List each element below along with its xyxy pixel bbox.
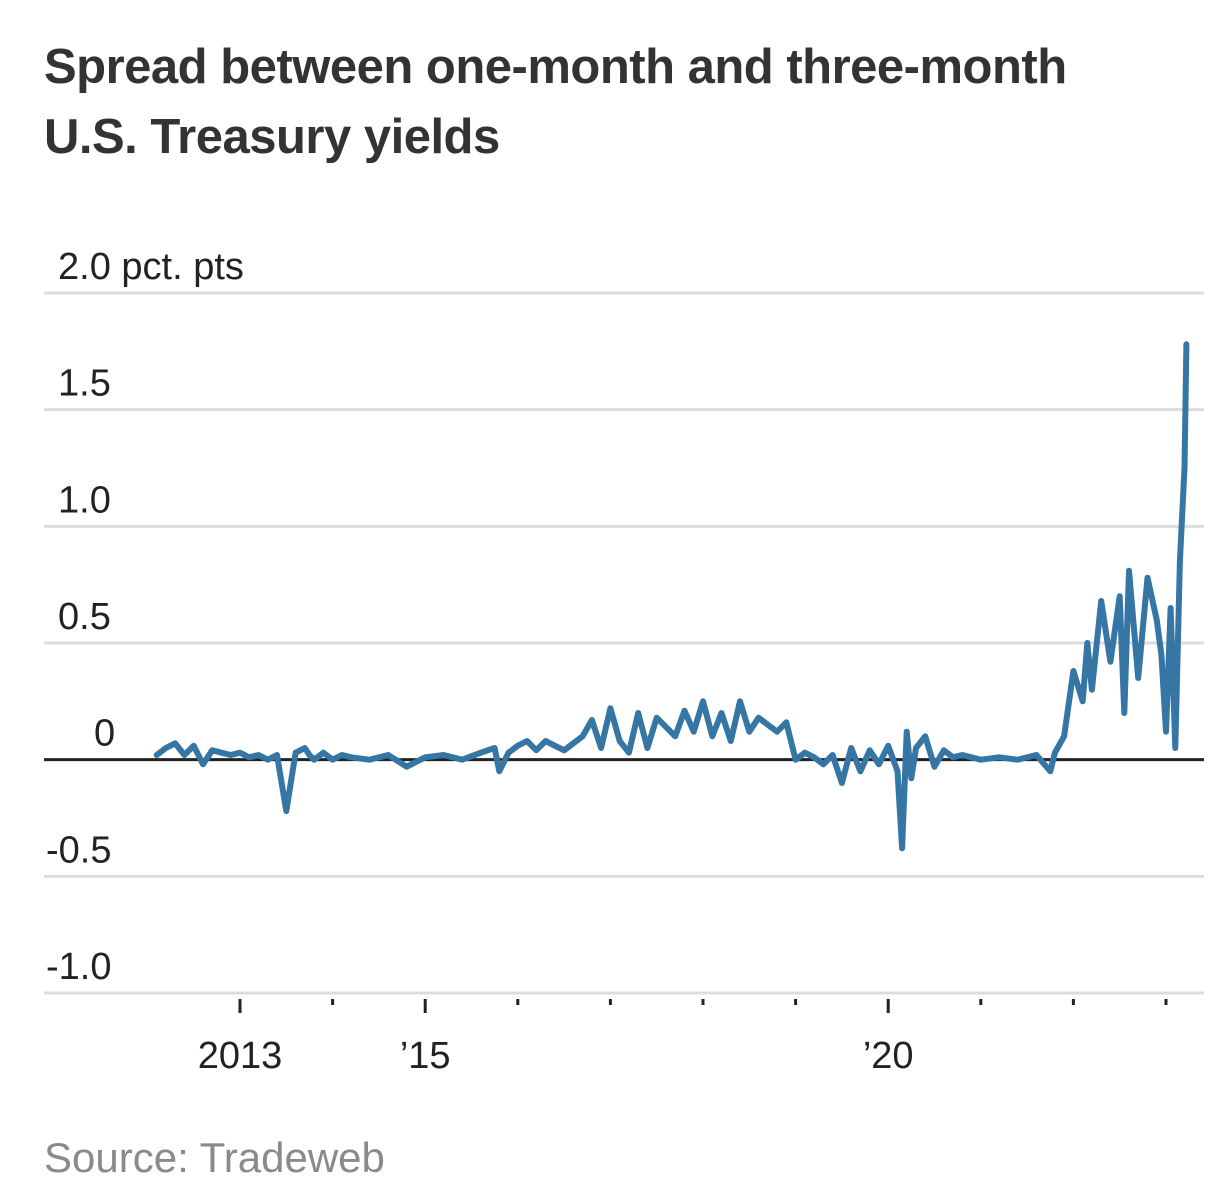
y-tick-label: 0 xyxy=(94,713,115,755)
series-layer xyxy=(153,341,1190,852)
chart-title: Spread between one-month and three-month… xyxy=(44,40,1067,164)
x-tick-label: ’20 xyxy=(863,1035,914,1077)
y-tick-label: 2.0 pct. pts xyxy=(58,246,244,288)
source-note: Source: Tradeweb xyxy=(44,1134,385,1181)
gridlines xyxy=(44,291,1204,995)
y-axis-labels: 2.0 pct. pts 1.5 1.0 0.5 0 -0.5 -1.0 xyxy=(46,246,244,988)
x-tick-label: 2013 xyxy=(198,1035,283,1077)
y-tick-label: -0.5 xyxy=(46,829,111,871)
x-tick-label: ’15 xyxy=(400,1035,451,1077)
y-tick-label: 0.5 xyxy=(58,596,111,638)
spread-series-line xyxy=(153,341,1190,852)
x-axis: 2013 ’15 ’20 xyxy=(44,991,1204,1077)
y-tick-label: 1.0 xyxy=(58,479,111,521)
y-tick-label: 1.5 xyxy=(58,363,111,405)
y-tick-label: -1.0 xyxy=(46,946,111,988)
